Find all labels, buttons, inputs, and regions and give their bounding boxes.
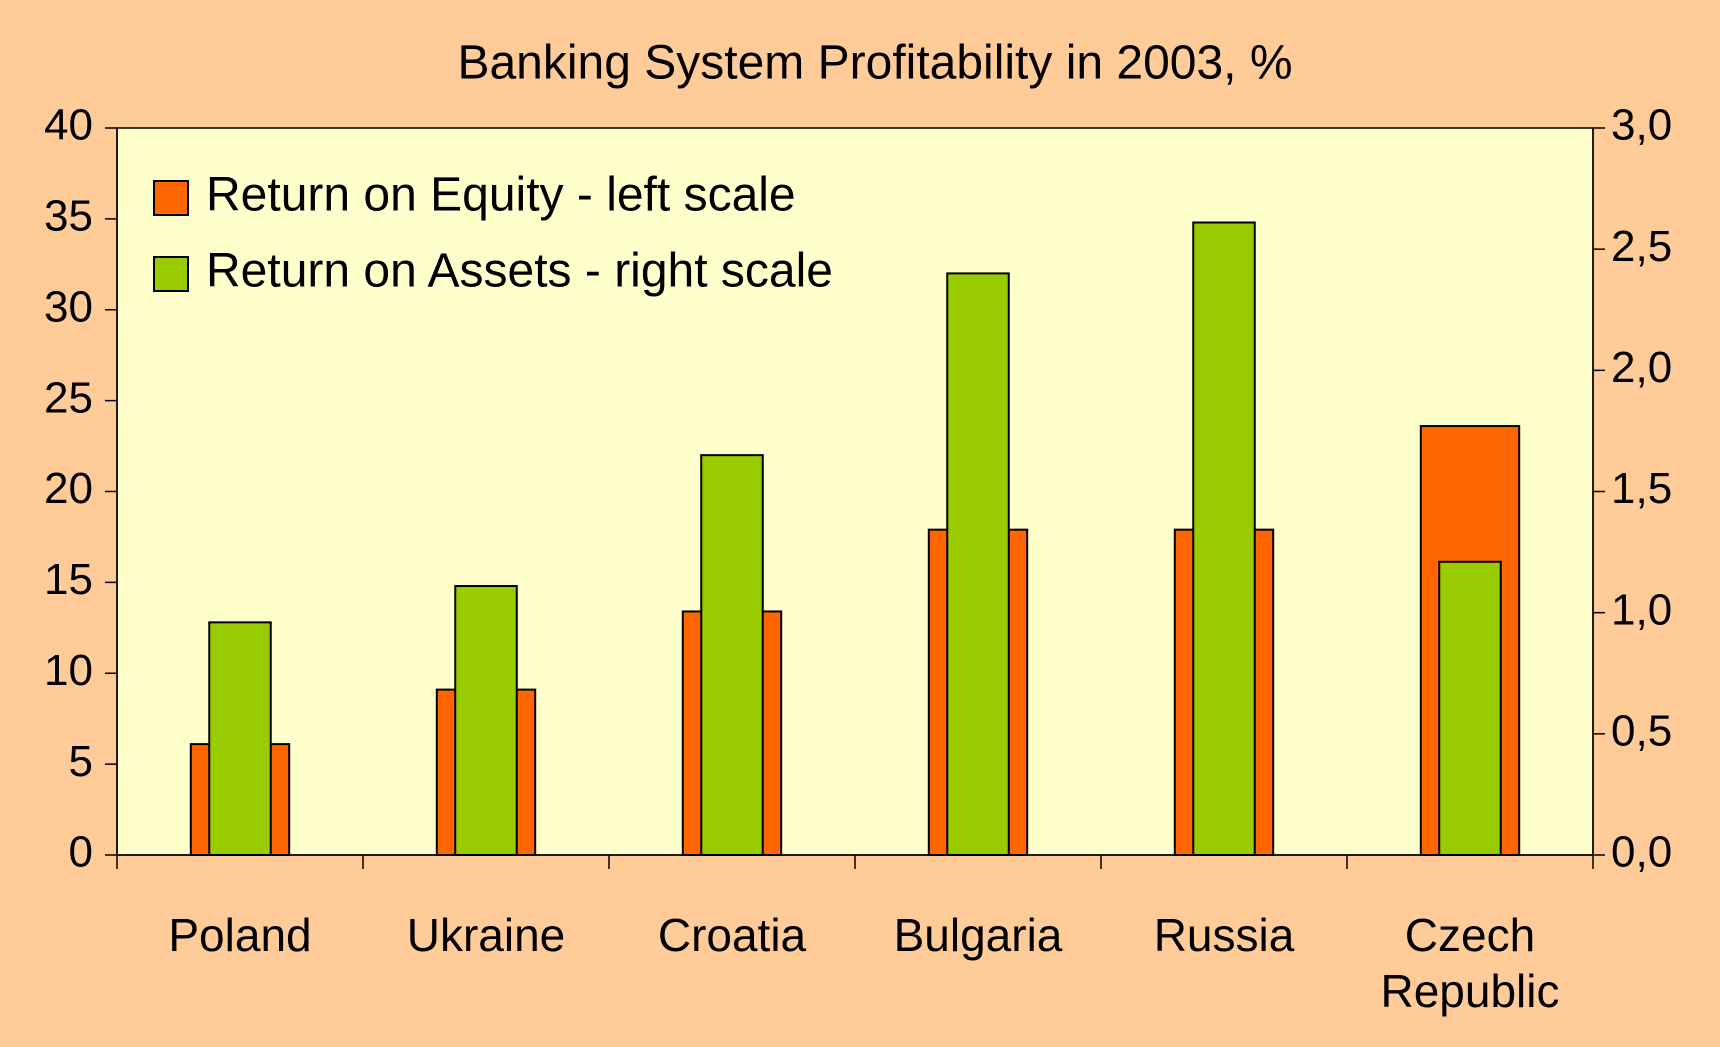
plot-area bbox=[116, 127, 1594, 856]
bar bbox=[454, 585, 518, 856]
bar bbox=[700, 454, 764, 856]
y-tick-label: 15 bbox=[44, 555, 93, 604]
y2-tick-label: 2,0 bbox=[1611, 343, 1672, 392]
chart-title: Banking System Profitability in 2003, % bbox=[457, 37, 1292, 90]
legend-swatch bbox=[153, 180, 189, 216]
y-tick-label: 20 bbox=[44, 464, 93, 513]
y-tick-label: 25 bbox=[44, 373, 93, 422]
legend-swatch bbox=[153, 256, 189, 292]
y-tick-label: 35 bbox=[44, 192, 93, 241]
y-tick-label: 0 bbox=[69, 828, 93, 877]
bar bbox=[208, 621, 272, 856]
bar bbox=[1438, 560, 1502, 856]
y2-tick-label: 1,0 bbox=[1611, 585, 1672, 634]
x-tick-label: Croatia bbox=[657, 909, 807, 961]
y2-tick-label: 0,0 bbox=[1611, 828, 1672, 877]
x-tick-label: Russia bbox=[1153, 909, 1295, 961]
y-tick-label: 10 bbox=[44, 646, 93, 695]
x-tick-label: Bulgaria bbox=[893, 909, 1063, 961]
y-tick-label: 40 bbox=[44, 101, 93, 150]
legend-label: Return on Assets - right scale bbox=[206, 245, 833, 298]
y2-tick-label: 1,5 bbox=[1611, 464, 1672, 513]
y2-tick-label: 3,0 bbox=[1611, 101, 1672, 150]
y2-tick-label: 2,5 bbox=[1611, 222, 1672, 271]
y-tick-label: 30 bbox=[44, 282, 93, 331]
bar bbox=[946, 272, 1010, 856]
x-tick-label: Ukraine bbox=[406, 909, 566, 961]
y-tick-label: 5 bbox=[69, 737, 93, 786]
y2-tick-label: 0,5 bbox=[1611, 706, 1672, 755]
x-tick-label: Poland bbox=[168, 909, 312, 961]
x-tick-label: Czech Republic bbox=[1380, 909, 1560, 1017]
legend-label: Return on Equity - left scale bbox=[206, 169, 796, 222]
bar bbox=[1192, 221, 1256, 856]
